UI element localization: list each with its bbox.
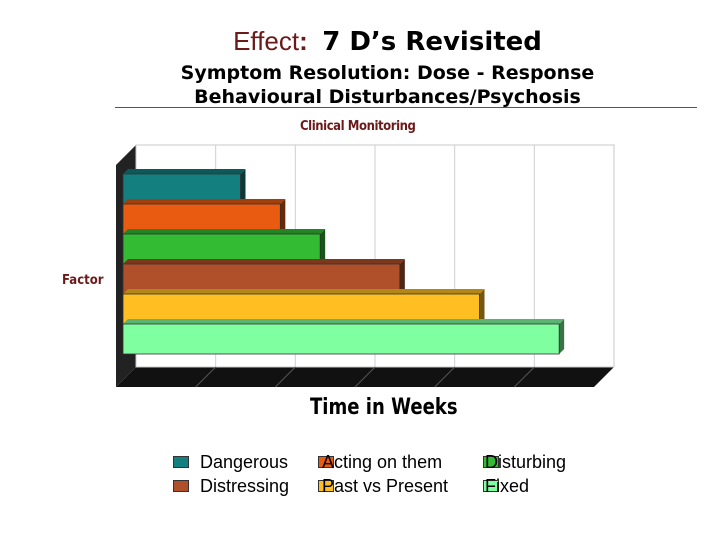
legend-swatch (173, 456, 189, 468)
bar-top (123, 229, 326, 234)
x-axis-label: Time in Weeks (310, 395, 458, 420)
bar-top (123, 289, 485, 294)
bar-side (320, 229, 326, 264)
floor-grid-line (513, 366, 535, 388)
floor-grid-line (434, 366, 456, 388)
legend-swatch (173, 480, 189, 492)
chart-title: Clinical Monitoring (300, 119, 416, 134)
bar-side (240, 169, 246, 204)
legend-label: Acting on them (322, 452, 443, 472)
subtitle-dose-response: Symptom Resolution: Dose - Response (180, 62, 595, 84)
bar-side (559, 319, 565, 354)
title-colon: : (299, 26, 308, 56)
bar-top (123, 199, 286, 204)
y-axis-label: Factor (62, 273, 104, 288)
bar-side (399, 259, 405, 294)
floor-grid-line (354, 366, 376, 388)
legend-swatch (483, 480, 499, 492)
subtitle-disturbances: Behavioural Disturbances/Psychosis (194, 86, 581, 108)
legend-label: Disturbing (485, 452, 567, 472)
legend-label: Dangerous (200, 452, 289, 472)
bar-side (479, 289, 485, 324)
bar-side (280, 199, 286, 234)
bar-fixed (122, 323, 560, 355)
title-main: 7 D’s Revisited (322, 27, 542, 57)
floor-grid-line (195, 366, 217, 388)
title-divider (115, 107, 697, 108)
bar-top (123, 259, 405, 264)
title-effect: Effect (233, 26, 300, 56)
legend-swatch (483, 456, 499, 468)
floor-grid-line (274, 366, 296, 388)
page-title: Effect: 7 D’s Revisited (0, 26, 720, 57)
chart-legend: Dangerous Acting on them Disturbing Distres… (170, 452, 590, 502)
bar-top (123, 169, 246, 174)
legend-label: Distressing (200, 476, 290, 496)
bar-top (123, 319, 565, 324)
legend-label: Fixed (485, 476, 530, 496)
legend-swatch (318, 456, 334, 468)
legend-label: Past vs Present (322, 476, 449, 496)
legend-swatch (318, 480, 334, 492)
